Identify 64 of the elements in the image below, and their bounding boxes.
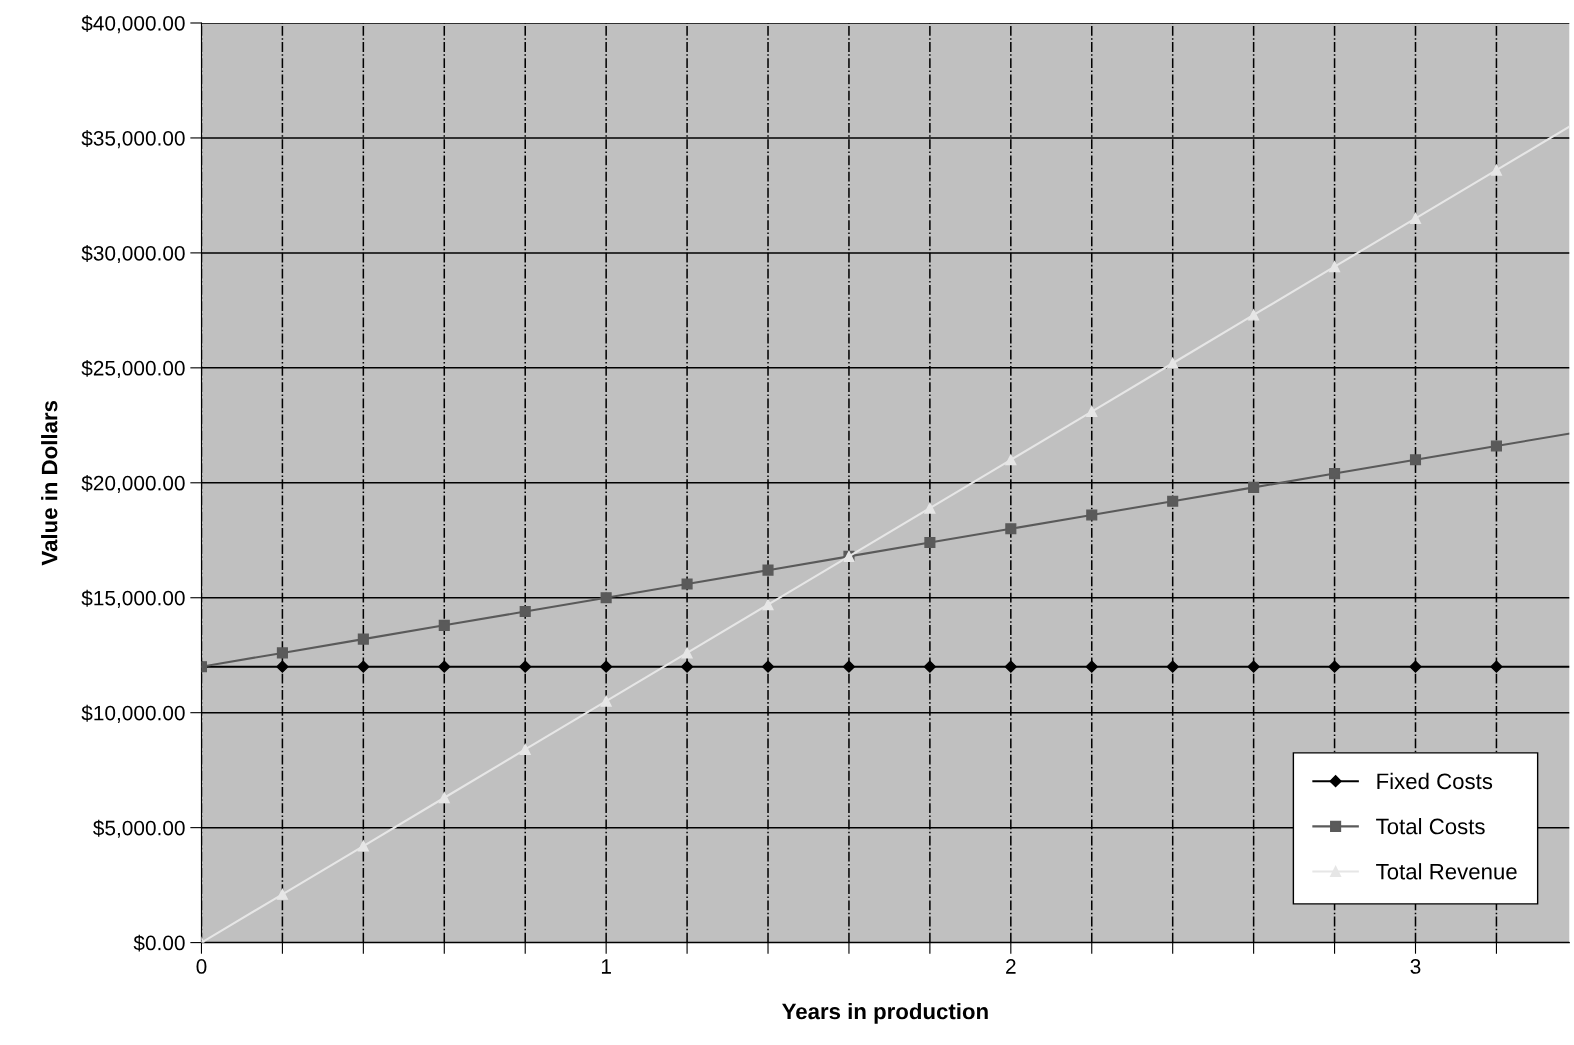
point bbox=[842, 660, 856, 673]
y-tick-label: $30,000.00 bbox=[81, 245, 185, 264]
point bbox=[357, 840, 369, 852]
point bbox=[1490, 440, 1502, 452]
y-tick-label: $25,000.00 bbox=[81, 359, 185, 379]
point bbox=[762, 564, 774, 576]
point bbox=[1005, 523, 1017, 535]
y-tick-label: $40,000.00 bbox=[81, 15, 185, 34]
point bbox=[924, 537, 936, 549]
point bbox=[1166, 660, 1179, 673]
point bbox=[923, 660, 936, 673]
x-tick-label: 0 bbox=[196, 959, 207, 974]
point bbox=[1167, 495, 1179, 507]
legend-label: Fixed Costs bbox=[1377, 772, 1493, 790]
point bbox=[600, 695, 612, 707]
legend-label: Total Revenue bbox=[1376, 863, 1517, 880]
point bbox=[1328, 660, 1341, 673]
point bbox=[600, 660, 613, 673]
point bbox=[1248, 309, 1260, 321]
point bbox=[357, 633, 369, 645]
point bbox=[1247, 660, 1260, 673]
legend-label: Total Costs bbox=[1376, 818, 1485, 835]
y-tick-label: $20,000.00 bbox=[81, 474, 185, 493]
point bbox=[519, 660, 532, 673]
point bbox=[276, 660, 289, 673]
point bbox=[924, 502, 936, 514]
point bbox=[1490, 660, 1503, 673]
point bbox=[1085, 660, 1098, 673]
y-tick-label: $10,000.00 bbox=[81, 704, 185, 723]
point bbox=[438, 660, 451, 673]
point bbox=[1490, 164, 1502, 176]
y-tick-label: $5,000.00 bbox=[93, 819, 185, 838]
x-tick-label: 1 bbox=[601, 959, 611, 974]
point bbox=[438, 792, 450, 804]
point bbox=[1409, 660, 1422, 673]
point bbox=[438, 619, 450, 631]
point bbox=[519, 743, 531, 756]
point bbox=[680, 660, 694, 673]
point bbox=[1167, 357, 1179, 369]
point bbox=[1409, 212, 1422, 224]
point bbox=[1409, 454, 1422, 466]
point bbox=[681, 647, 693, 659]
x-tick-label: 3 bbox=[1410, 959, 1421, 974]
point bbox=[1248, 481, 1260, 493]
point bbox=[1086, 405, 1098, 418]
point bbox=[519, 605, 531, 618]
point bbox=[762, 599, 774, 611]
y-tick-label: $35,000.00 bbox=[81, 130, 185, 149]
point bbox=[761, 660, 775, 673]
x-tick-label: 2 bbox=[1006, 959, 1016, 974]
point bbox=[1329, 261, 1341, 273]
point bbox=[276, 888, 288, 900]
point bbox=[1005, 454, 1017, 466]
point bbox=[1086, 509, 1098, 521]
point bbox=[681, 578, 693, 590]
point bbox=[600, 592, 612, 604]
point bbox=[357, 660, 370, 673]
y-tick-label: $15,000.00 bbox=[81, 589, 185, 608]
x-axis-title: Years in production bbox=[782, 1002, 988, 1024]
point bbox=[276, 647, 288, 659]
point bbox=[1329, 468, 1341, 480]
point bbox=[1004, 660, 1017, 673]
y-tick-label: $0.00 bbox=[133, 934, 185, 952]
y-axis-title: Value in Dollars bbox=[41, 400, 58, 566]
